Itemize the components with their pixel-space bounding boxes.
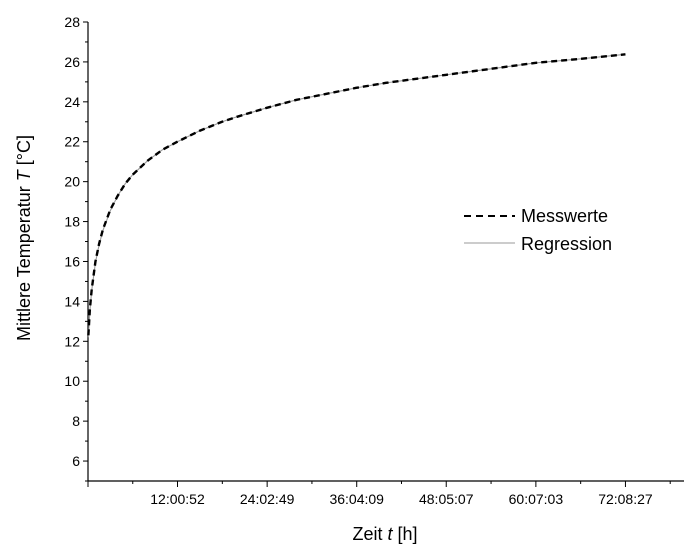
- x-axis-title-unit: [h]: [393, 524, 418, 544]
- y-tick-label: 20: [64, 174, 80, 190]
- x-tick-label: 24:02:49: [240, 491, 295, 507]
- y-axis-title-variable: T: [14, 168, 34, 181]
- x-axis-title: Zeit t [h]: [352, 524, 417, 544]
- x-tick-label: 72:08:27: [598, 491, 653, 507]
- series-layer: [87, 53, 626, 338]
- x-tick-label: 60:07:03: [509, 491, 564, 507]
- x-axis-title-prefix: Zeit: [352, 524, 387, 544]
- y-tick-label: 16: [64, 253, 80, 269]
- y-axis-title: Mittlere Temperatur T [°C]: [14, 135, 34, 341]
- y-tick-label: 12: [64, 333, 80, 349]
- legend: Messwerte Regression: [464, 206, 612, 254]
- x-tick-label: 36:04:09: [329, 491, 384, 507]
- y-tick-label: 28: [64, 14, 80, 30]
- y-tick-label: 8: [72, 413, 80, 429]
- ticks: 6 8 10 12 14 16 18 20 22 24 26 28 12:00:52 24:02:49 36…: [64, 14, 671, 507]
- legend-label-messwerte: Messwerte: [521, 206, 608, 226]
- y-tick-label: 14: [64, 293, 80, 309]
- y-axis-title-prefix: Mittlere Temperatur: [14, 181, 34, 341]
- y-axis-title-unit: [°C]: [14, 135, 34, 170]
- y-tick-label: 10: [64, 373, 80, 389]
- x-axis-title-variable: t: [387, 524, 393, 544]
- legend-label-regression: Regression: [521, 234, 612, 254]
- axes: [87, 22, 684, 482]
- series-line-regression: [87, 53, 626, 338]
- x-tick-label: 12:00:52: [150, 491, 205, 507]
- x-tick-label: 48:05:07: [419, 491, 474, 507]
- y-tick-label: 24: [64, 94, 80, 110]
- y-tick-label: 22: [64, 134, 80, 150]
- series-line-messwerte: [87, 53, 626, 336]
- y-tick-label: 26: [64, 54, 80, 70]
- y-tick-label: 18: [64, 214, 80, 230]
- y-tick-label: 6: [72, 453, 80, 469]
